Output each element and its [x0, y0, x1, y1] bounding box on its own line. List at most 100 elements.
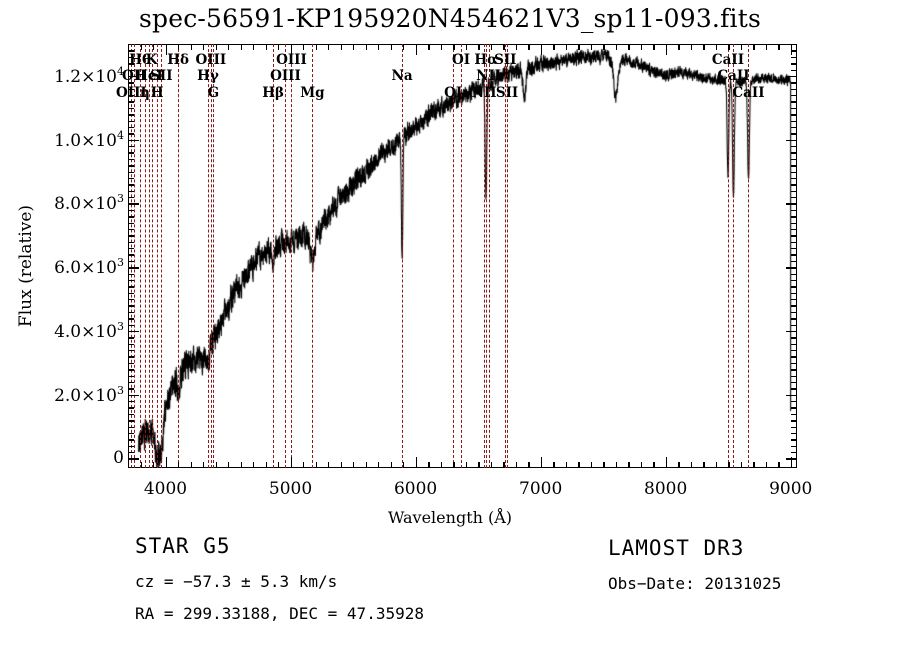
plot-frame — [128, 44, 797, 468]
axis-tick — [791, 299, 797, 301]
spectral-line-marker — [460, 44, 462, 468]
axis-tick — [540, 457, 543, 468]
axis-tick — [128, 356, 134, 358]
axis-tick — [791, 401, 797, 403]
spectral-line-label: Mg — [300, 85, 325, 101]
axis-tick — [128, 228, 134, 231]
axis-tick — [128, 362, 134, 365]
axis-tick — [140, 44, 142, 50]
axis-tick — [128, 311, 134, 314]
axis-tick — [791, 286, 797, 288]
axis-tick — [791, 279, 797, 282]
spectral-line-label: G — [207, 85, 220, 101]
spectral-line-marker — [134, 44, 136, 468]
axis-tick — [128, 184, 134, 186]
spectral-line-marker — [285, 44, 287, 468]
object-class-label: STAR G5 — [135, 534, 231, 558]
spectral-line-label: Hθ — [129, 52, 152, 68]
y-tick-label: 1.2×104 — [54, 65, 124, 87]
axis-tick — [791, 69, 797, 71]
spectral-line-label: CaII — [732, 85, 765, 101]
axis-tick — [791, 254, 797, 256]
axis-tick — [128, 292, 134, 295]
spectral-line-label: OI — [444, 85, 463, 101]
spectral-line-marker — [484, 44, 486, 468]
spectral-line-marker — [178, 44, 180, 468]
axis-tick — [791, 171, 797, 173]
axis-tick — [128, 120, 134, 122]
axis-tick — [791, 305, 797, 307]
axis-tick — [791, 107, 797, 110]
axis-tick — [791, 222, 797, 224]
axis-tick — [515, 462, 518, 468]
axis-tick — [178, 462, 180, 468]
axis-tick — [453, 44, 455, 50]
axis-tick — [786, 203, 797, 205]
axis-tick — [778, 44, 780, 50]
axis-tick — [740, 44, 743, 50]
spectral-line-label: Hβ — [262, 85, 285, 101]
y-axis-tick-labels: 0 2.0×103 4.0×103 6.0×103 8.0×103 1.0×104 1.2×… — [0, 0, 124, 649]
axis-tick — [253, 462, 255, 468]
axis-tick — [128, 88, 134, 91]
axis-tick — [490, 44, 493, 50]
axis-tick — [303, 462, 305, 468]
axis-tick — [786, 75, 797, 78]
axis-tick — [790, 457, 793, 468]
axis-tick — [715, 462, 718, 468]
axis-tick — [128, 95, 134, 97]
axis-tick — [740, 462, 743, 468]
x-tick-label: 9000 — [769, 479, 813, 499]
axis-tick — [340, 462, 342, 468]
axis-tick — [603, 462, 605, 468]
axis-tick — [128, 133, 134, 135]
axis-tick — [153, 44, 155, 50]
axis-tick — [240, 44, 242, 50]
axis-tick — [565, 462, 568, 468]
axis-tick — [715, 44, 718, 50]
y-tick-label: 1.0×104 — [54, 128, 124, 151]
axis-tick — [128, 343, 134, 346]
axis-tick — [328, 462, 330, 468]
spectral-line-marker — [486, 44, 487, 468]
axis-tick — [690, 462, 693, 468]
axis-tick — [528, 44, 530, 50]
axis-tick — [128, 299, 134, 301]
axis-tick — [128, 445, 134, 448]
axis-tick — [791, 432, 797, 435]
y-tick-label: 0 — [113, 448, 124, 469]
axis-tick — [790, 44, 793, 55]
axis-tick — [791, 337, 797, 339]
axis-tick — [578, 462, 580, 468]
axis-tick — [290, 457, 292, 468]
axis-tick — [791, 388, 797, 390]
spectral-line-marker — [505, 44, 507, 468]
axis-tick — [515, 44, 518, 50]
x-tick-label: 5000 — [268, 479, 313, 499]
axis-tick — [603, 44, 605, 50]
spectral-line-label: Hγ — [197, 68, 219, 84]
axis-tick — [128, 139, 139, 142]
axis-tick — [791, 114, 797, 116]
axis-tick — [128, 114, 134, 116]
axis-tick — [791, 426, 797, 428]
axis-tick — [428, 44, 430, 50]
axis-tick — [565, 44, 568, 50]
axis-tick — [128, 69, 134, 71]
axis-tick — [528, 462, 530, 468]
axis-tick — [703, 462, 705, 468]
axis-tick — [791, 126, 797, 129]
axis-tick — [203, 462, 205, 468]
axis-tick — [128, 177, 134, 180]
axis-tick — [128, 420, 134, 422]
axis-tick — [128, 394, 139, 397]
spectral-line-marker — [727, 44, 729, 468]
coordinates: RA = 299.33188, DEC = 47.35928 — [135, 604, 424, 623]
axis-tick — [453, 462, 455, 468]
x-axis-title: Wavelength (Å) — [387, 508, 513, 527]
axis-tick — [415, 457, 417, 468]
axis-tick — [128, 452, 134, 454]
axis-tick — [228, 44, 230, 50]
spectral-line-marker — [402, 44, 404, 468]
axis-tick — [403, 44, 405, 50]
